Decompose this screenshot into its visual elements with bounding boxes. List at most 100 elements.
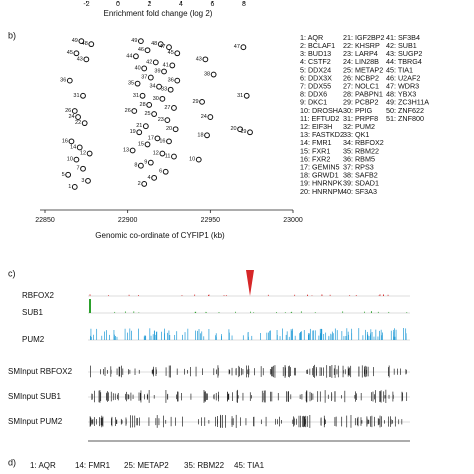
legend-entry: 8: DDX6: [300, 90, 327, 99]
point: [151, 174, 158, 181]
point-label: 17: [148, 135, 154, 141]
point-label: 40: [135, 65, 141, 71]
point: [146, 102, 153, 108]
point-label: 45: [67, 50, 73, 56]
point: [141, 181, 148, 187]
legend-entry: 42: SUB1: [386, 41, 417, 50]
point: [80, 165, 86, 172]
x-tick-label: 2: [148, 1, 152, 8]
point: [68, 138, 75, 145]
point: [202, 56, 209, 63]
point: [66, 77, 73, 84]
point: [169, 62, 176, 69]
point-label: 20: [230, 126, 236, 132]
point: [240, 44, 247, 51]
legend-entry: 26: NCBP2: [343, 73, 379, 82]
point: [85, 177, 91, 184]
point-label: 37: [141, 75, 147, 81]
point: [174, 50, 181, 57]
point: [86, 150, 93, 157]
point-label: 10: [189, 157, 195, 163]
point-label: 42: [146, 59, 152, 65]
point-label: 31: [73, 93, 79, 99]
x-axis-label: Genomic co-ordinate of CYFIP1 (kb): [95, 231, 225, 240]
legend-entry: 47: WDR3: [386, 82, 419, 91]
top-axis-label: Enrichment fold change (log 2): [104, 9, 213, 18]
legend-entry: 35: RBM22: [343, 146, 379, 155]
panel-label: b): [8, 30, 16, 40]
legend-entry: 45: TIA1: [386, 65, 413, 74]
legend-entry: 23: LARP4: [343, 49, 378, 58]
point: [199, 98, 205, 105]
legend-entry: 32: PUM2: [343, 122, 375, 131]
point: [139, 92, 146, 99]
point: [76, 144, 83, 151]
list-item: 35: RBM22: [184, 461, 225, 470]
point: [71, 184, 78, 190]
track-label: SMInput SUB1: [8, 392, 61, 401]
point-label: 24: [68, 114, 74, 120]
legend-entry: 29: PCBP2: [343, 98, 379, 107]
legend-entry: 3: BUD13: [300, 49, 331, 58]
x-tick-label: -2: [83, 1, 89, 8]
legend-entry: 6: DDX3X: [300, 73, 332, 82]
point-label: 21: [136, 123, 142, 129]
point: [78, 38, 85, 45]
legend-entry: 48: YBX3: [386, 90, 416, 99]
point: [65, 171, 72, 178]
point: [172, 126, 179, 133]
point-label: 16: [62, 138, 68, 144]
x-tick-label: 6: [211, 1, 215, 8]
point-label: 49: [131, 38, 137, 44]
point: [83, 56, 90, 63]
point-label: 39: [154, 68, 160, 74]
point: [166, 138, 172, 145]
legend-entry: 13: FASTKD2: [300, 130, 344, 139]
point: [137, 38, 144, 45]
list-item: 45: TIA1: [234, 461, 265, 470]
point-label: 48: [82, 41, 88, 47]
x-tick-label: 0: [116, 1, 120, 8]
legend-entry: 33: QK1: [343, 130, 369, 139]
point-label: 38: [204, 71, 210, 77]
point: [75, 114, 81, 120]
point: [154, 135, 161, 142]
legend-entry: 22: KHSRP: [343, 41, 380, 50]
point-label: 23: [158, 117, 164, 123]
legend-entry: 20: HNRNPM: [300, 187, 344, 196]
x-tick-label: 8: [242, 1, 246, 8]
point-label: 33: [161, 87, 167, 93]
x-tick-label: 23000: [283, 217, 303, 224]
point-label: 20: [166, 126, 172, 132]
point: [162, 168, 169, 175]
point-label: 49: [72, 38, 78, 44]
point-label: 45: [168, 50, 174, 56]
legend-entry: 44: TBRG4: [386, 57, 422, 66]
point: [81, 120, 88, 127]
point: [131, 108, 138, 114]
legend-entry: 50: ZNF622: [386, 106, 424, 115]
point-label: 22: [75, 120, 81, 126]
point: [88, 41, 95, 48]
legend-entry: 43: SUGP2: [386, 49, 422, 58]
point-label: 43: [196, 56, 202, 62]
point: [129, 147, 136, 154]
point-label: 9: [144, 160, 147, 166]
point: [147, 159, 154, 166]
point: [195, 156, 202, 163]
point: [142, 123, 149, 130]
legend-entry: 41: SF3B4: [386, 33, 420, 42]
legend-entry: 18: GRWD1: [300, 171, 339, 180]
point-label: 28: [140, 102, 146, 108]
point-label: 46: [138, 47, 144, 53]
list-item: 1: AQR: [30, 461, 56, 470]
x-tick-label: 22950: [201, 217, 221, 224]
point-label: 6: [159, 169, 162, 175]
legend-entry: 11: EFTUD2: [300, 114, 339, 123]
list-item: 14: FMR1: [75, 461, 111, 470]
legend-entry: 37: RPS3: [343, 163, 374, 172]
legend-entry: 21: IGF2BP2: [343, 33, 385, 42]
point: [147, 74, 154, 81]
point-label: 24: [201, 114, 207, 120]
point-label: 43: [77, 56, 83, 62]
